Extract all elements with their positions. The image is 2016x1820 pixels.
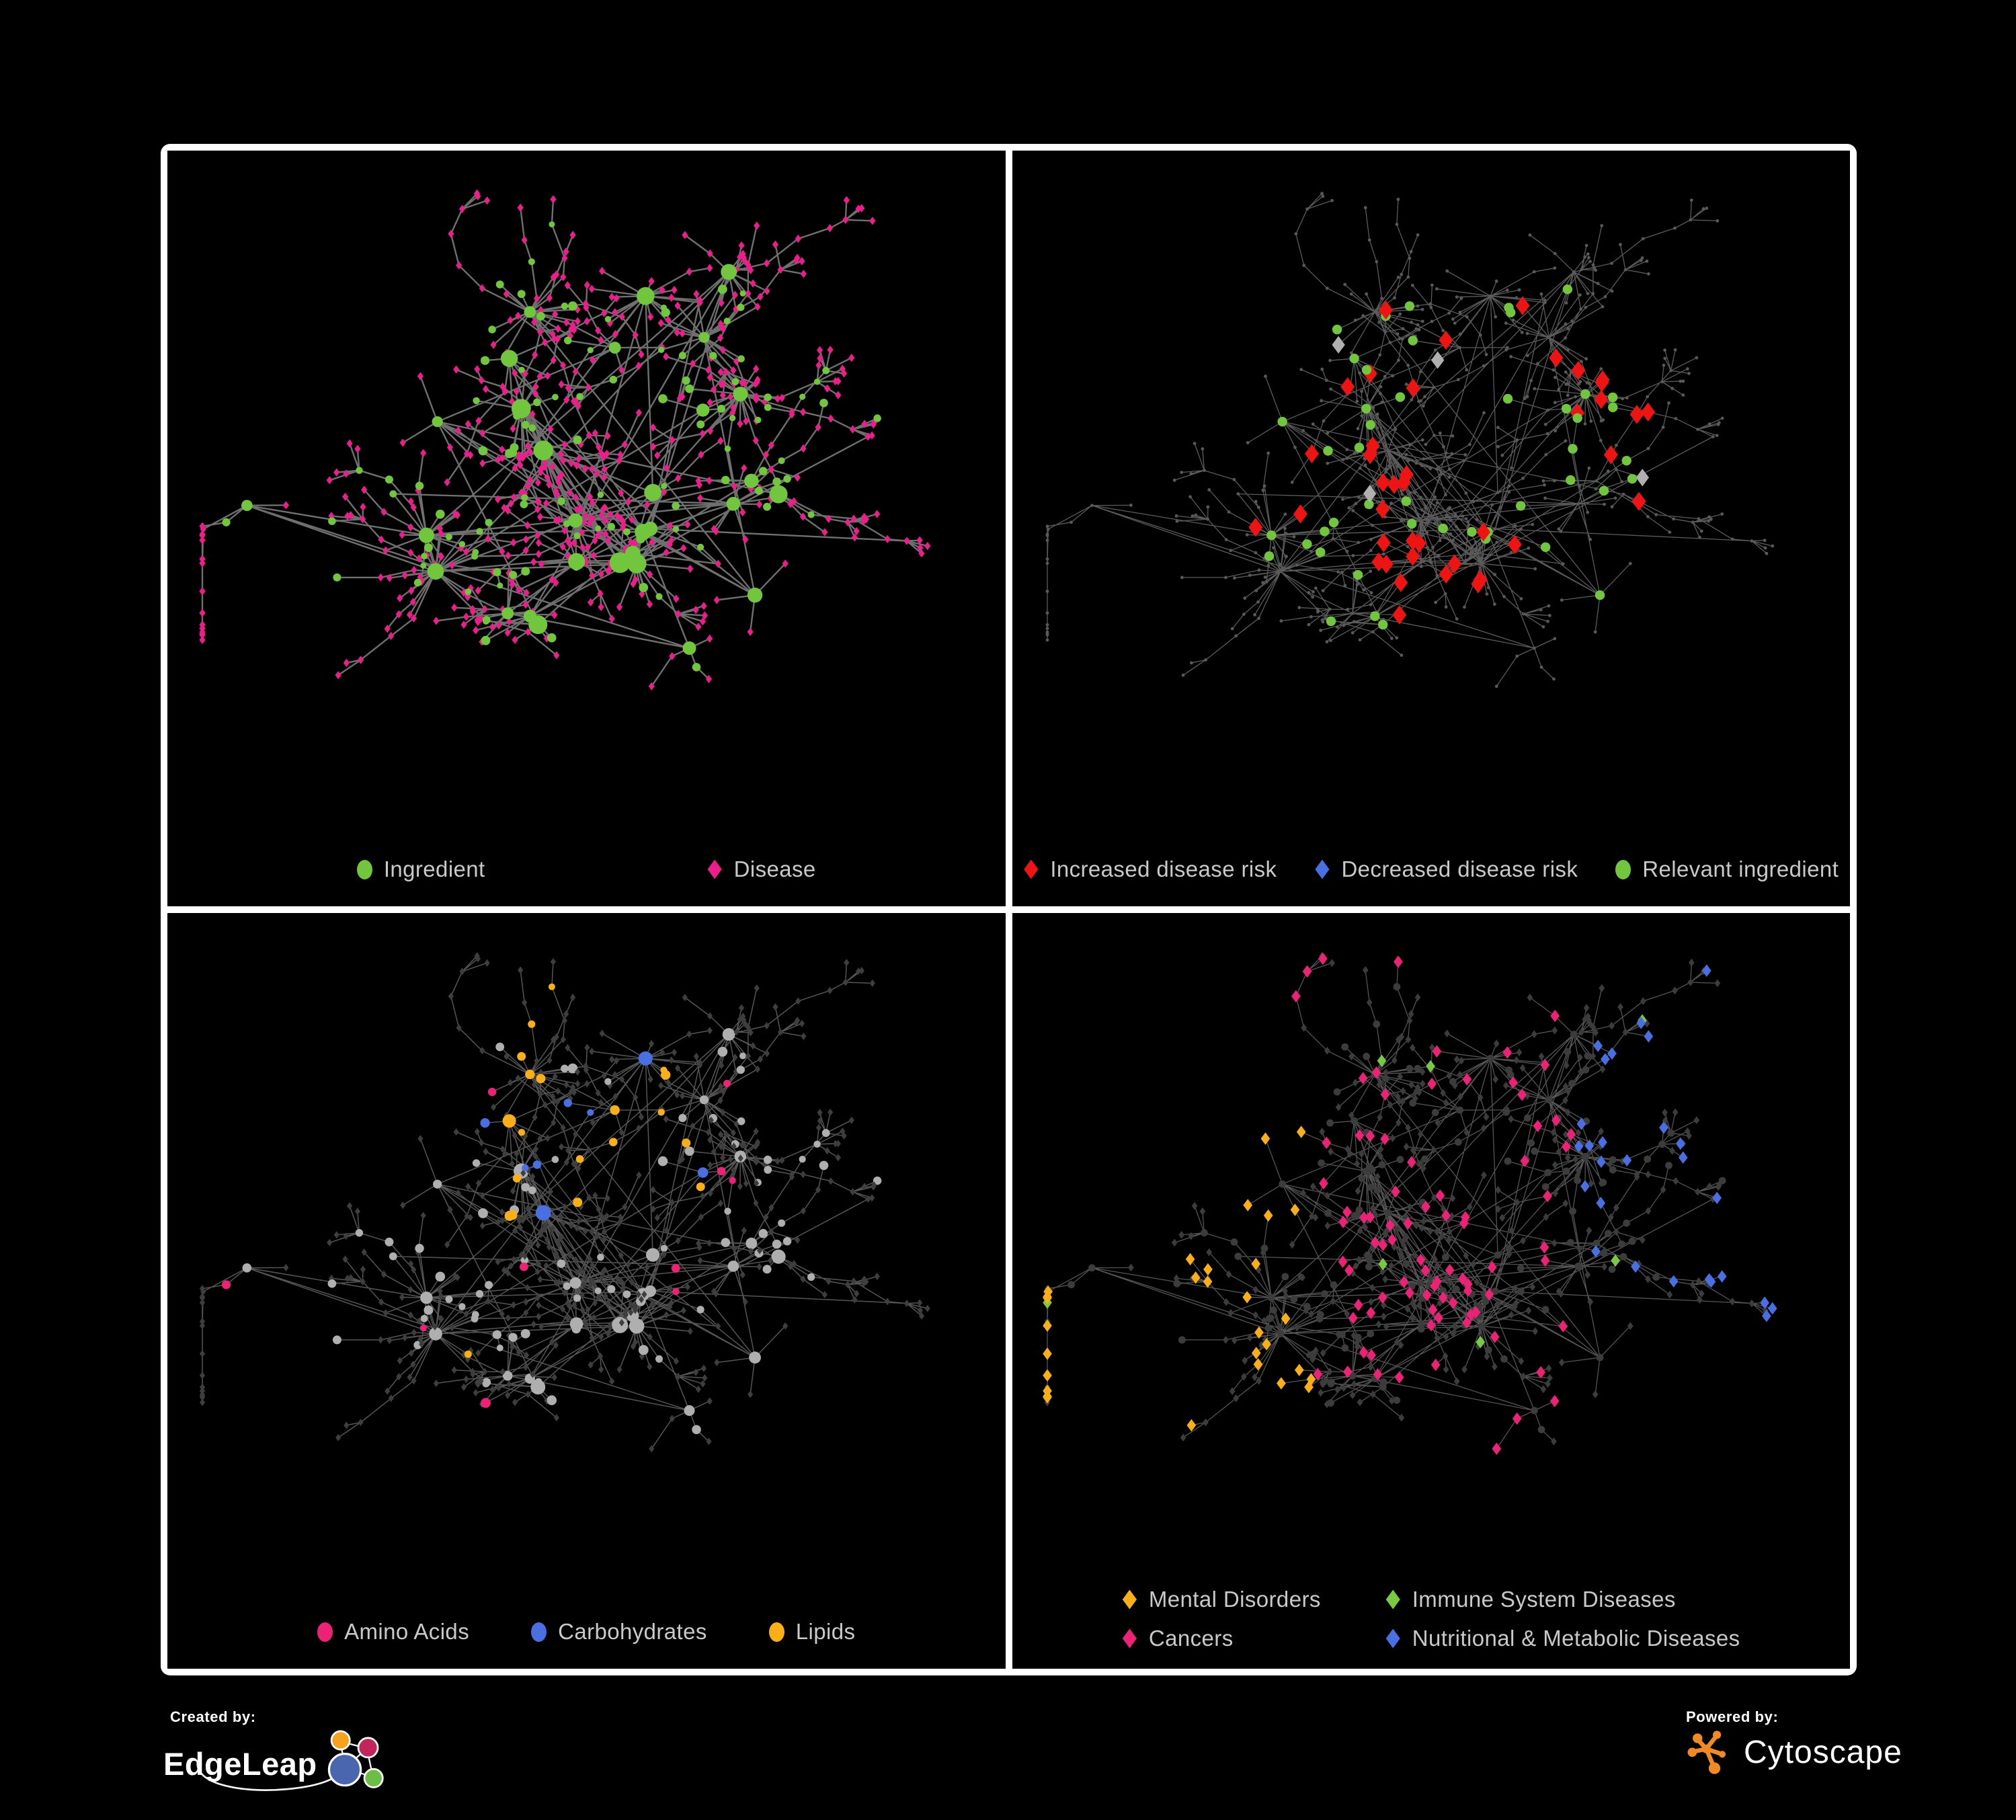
legend-label: Lipids <box>795 1619 856 1644</box>
legend-item: Decreased disease risk <box>1314 857 1578 882</box>
legend-label: Cancers <box>1148 1626 1234 1651</box>
legend-item: Cancers <box>1122 1626 1321 1651</box>
panel-disease-risk: Increased disease risk Decreased disease… <box>1012 151 1851 906</box>
legend-item: Mental Disorders <box>1122 1587 1321 1612</box>
network-graph-nutrient-classes <box>199 952 930 1453</box>
immune-diseases-marker-icon <box>1385 1589 1400 1610</box>
legend-label: Amino Acids <box>344 1619 470 1644</box>
legend-nutrient-classes: Amino Acids Carbohydrates Lipids <box>167 1619 1006 1645</box>
legend-label: Disease <box>733 857 816 881</box>
metabolic-diseases-marker-icon <box>1385 1628 1400 1649</box>
increased-risk-marker-icon <box>1024 859 1039 879</box>
legend-item: Ingredient <box>356 857 485 882</box>
legend-item: Immune System Diseases <box>1385 1587 1740 1612</box>
cytoscape-logo-icon <box>1687 1731 1726 1774</box>
powered-by-label: Powered by: <box>1686 1708 1779 1725</box>
created-by-label: Created by: <box>170 1708 256 1725</box>
legend-disease-risk: Increased disease risk Decreased disease… <box>1012 857 1851 882</box>
legend-ingredient-disease: Ingredient Disease <box>167 857 1006 882</box>
disease-marker-icon <box>707 859 722 879</box>
powered-by-brand: Powered by: Cytoscape <box>1686 1708 1902 1777</box>
legend-item: Disease <box>707 857 816 882</box>
legend-label: Relevant ingredient <box>1642 857 1839 881</box>
carbohydrates-marker-icon <box>531 1622 547 1642</box>
cancers-marker-icon <box>1122 1628 1137 1649</box>
panel-ingredient-disease: Ingredient Disease <box>167 151 1006 906</box>
relevant-ingredient-marker-icon <box>1615 859 1631 879</box>
legend-item: Amino Acids <box>317 1619 469 1645</box>
created-by-brand: Created by: EdgeLeap <box>163 1708 398 1798</box>
legend-label: Mental Disorders <box>1148 1587 1321 1612</box>
legend-label: Carbohydrates <box>558 1619 707 1644</box>
panel-disease-classes: Mental Disorders Immune System Diseases … <box>1012 913 1850 1669</box>
legend-label: Increased disease risk <box>1050 857 1277 881</box>
legend-item: Carbohydrates <box>531 1619 707 1645</box>
legend-item: Increased disease risk <box>1023 857 1277 882</box>
legend-label: Nutritional & Metabolic Diseases <box>1412 1626 1740 1651</box>
edgeleap-logo-icon <box>196 1730 384 1791</box>
cytoscape-wordmark: Cytoscape <box>1744 1735 1902 1770</box>
panel-grid-frame: Ingredient Disease Increased disease ris… <box>161 144 1857 1675</box>
decreased-risk-marker-icon <box>1315 859 1330 879</box>
legend-label: Ingredient <box>383 857 485 881</box>
network-graph-disease-classes <box>1042 951 1777 1455</box>
legend-label: Decreased disease risk <box>1341 857 1578 881</box>
edgeleap-wordmark: EdgeLeap <box>163 1745 317 1782</box>
network-graph-disease-risk <box>1045 192 1774 688</box>
panel-nutrient-classes: Amino Acids Carbohydrates Lipids <box>167 913 1006 1669</box>
ingredient-marker-icon <box>356 859 372 879</box>
legend-item: Relevant ingredient <box>1615 857 1839 882</box>
amino-acids-marker-icon <box>317 1622 333 1642</box>
network-graph-ingredient-disease <box>199 189 931 690</box>
mental-disorders-marker-icon <box>1122 1589 1137 1610</box>
legend-label: Immune System Diseases <box>1412 1587 1676 1612</box>
legend-item: Lipids <box>768 1619 856 1645</box>
legend-item: Nutritional & Metabolic Diseases <box>1385 1626 1740 1651</box>
legend-disease-classes: Mental Disorders Immune System Diseases … <box>1122 1587 1740 1651</box>
lipids-marker-icon <box>768 1622 784 1642</box>
